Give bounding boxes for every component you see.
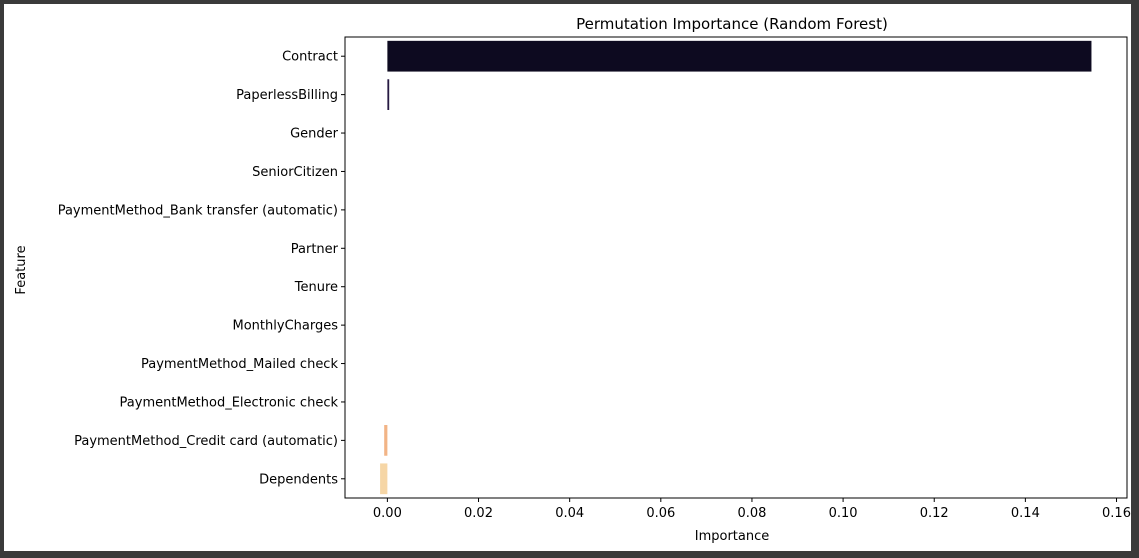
y-tick-label: Tenure (294, 280, 338, 295)
permutation-importance-chart: Permutation Importance (Random Forest) C… (14, 15, 1131, 544)
x-axis-ticks: 0.00 0.02 0.04 0.06 0.08 0.10 0.12 0.14 0.16 (373, 498, 1131, 521)
y-tick-label: Partner (291, 242, 339, 257)
bars-group (380, 40, 1092, 495)
y-tick-label: PaymentMethod_Credit card (automatic) (74, 434, 338, 449)
x-axis-label: Importance (695, 529, 770, 544)
y-tick-label: PaymentMethod_Mailed check (141, 357, 338, 372)
x-tick-label: 0.16 (1102, 506, 1131, 521)
figure: Permutation Importance (Random Forest) C… (4, 4, 1131, 551)
y-tick-label: Dependents (259, 472, 338, 487)
plot-area-border (344, 36, 1128, 499)
y-tick-label: MonthlyCharges (233, 319, 339, 334)
y-tick-label: Gender (290, 127, 339, 142)
bar-paymentmethod-credit-card-automatic- (384, 425, 388, 456)
y-tick-label: PaymentMethod_Electronic check (120, 395, 339, 410)
x-tick-label: 0.06 (646, 506, 675, 521)
y-tick-label: Contract (282, 50, 338, 65)
y-tick-label: PaymentMethod_Bank transfer (automatic) (58, 203, 338, 218)
bar-paperlessbilling (387, 79, 390, 110)
x-tick-label: 0.04 (555, 506, 584, 521)
x-tick-label: 0.02 (464, 506, 493, 521)
x-tick-label: 0.14 (1011, 506, 1040, 521)
bar-dependents (380, 463, 388, 495)
x-tick-label: 0.08 (737, 506, 766, 521)
y-tick-label: SeniorCitizen (252, 165, 338, 180)
x-tick-label: 0.00 (373, 506, 402, 521)
y-axis-label: Feature (14, 245, 29, 294)
y-axis-ticks: Contract PaperlessBilling Gender SeniorCiti… (58, 50, 345, 487)
bar-contract (387, 40, 1092, 72)
chart-title: Permutation Importance (Random Forest) (576, 15, 888, 33)
x-tick-label: 0.10 (829, 506, 858, 521)
y-tick-label: PaperlessBilling (236, 88, 338, 103)
x-tick-label: 0.12 (920, 506, 949, 521)
